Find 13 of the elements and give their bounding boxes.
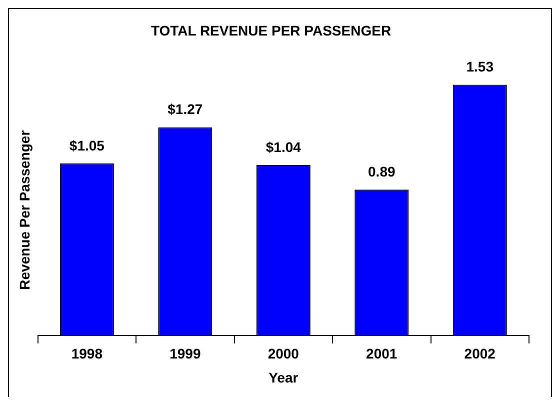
x-axis-title: Year <box>268 369 299 386</box>
y-axis-title: Revenue Per Passenger <box>16 130 32 290</box>
x-tick-label: 2001 <box>366 346 398 362</box>
x-tick-label: 1998 <box>71 346 103 362</box>
x-tick-label: 1999 <box>170 346 201 362</box>
chart-title: TOTAL REVENUE PER PASSENGER <box>150 22 392 38</box>
x-tick-label: 2000 <box>268 346 300 362</box>
data-label: 1.53 <box>466 58 494 75</box>
data-label: $1.05 <box>69 137 105 154</box>
x-tick-label: 2002 <box>464 346 496 362</box>
data-label: 0.89 <box>368 163 396 180</box>
data-label: $1.04 <box>266 138 302 155</box>
data-label: $1.27 <box>168 101 203 118</box>
